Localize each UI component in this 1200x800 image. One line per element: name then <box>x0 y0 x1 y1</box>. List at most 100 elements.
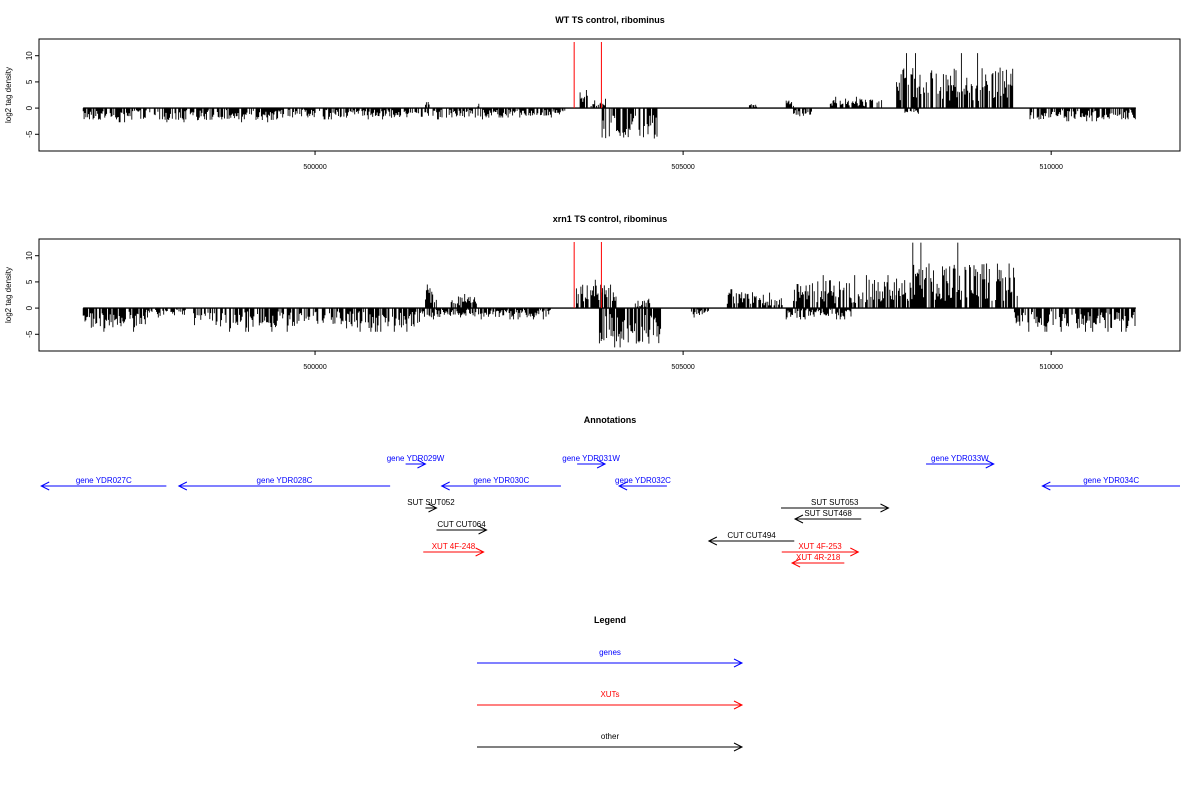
feature-arrow-head <box>985 459 995 469</box>
coverage-bar-group <box>145 308 186 318</box>
wt-coverage-panel: WT TS control, ribominus log2 tag densit… <box>4 15 1181 171</box>
x-tick-label: 500000 <box>303 164 326 171</box>
coverage-bar-group <box>896 53 1014 109</box>
xrn1-y-axis: -5 0 5 10 <box>25 251 39 338</box>
x-tick-label: 500000 <box>303 364 326 371</box>
feature-arrow-head <box>417 459 427 469</box>
feature-label: gene YDR031W <box>562 454 620 463</box>
feature-label: CUT CUT494 <box>727 531 776 540</box>
coverage-bar-group <box>829 96 883 109</box>
x-tick-label: 505000 <box>671 364 694 371</box>
y-tick-label: -5 <box>25 330 34 338</box>
coverage-bar-group <box>82 108 279 123</box>
y-tick-label: 10 <box>25 251 34 260</box>
wt-plot-frame <box>38 38 1181 152</box>
feature-label: gene YDR028C <box>257 476 313 485</box>
coverage-bar-group <box>421 308 551 320</box>
feature-label: SUT SUT053 <box>811 498 859 507</box>
feature-arrow-head <box>596 459 607 469</box>
coverage-bar-group <box>904 108 919 114</box>
wt-coverage-bars <box>82 42 1136 139</box>
xrn1-x-axis: 500000 505000 510000 <box>303 351 1063 371</box>
annotations-panel: Annotations gene YDR027C gene YDR028Cgene… <box>40 415 1180 568</box>
annotation-features: gene YDR027C gene YDR028C gene YDR029W gene… <box>40 454 1180 568</box>
feature-label: SUT SUT052 <box>407 498 455 507</box>
coverage-bar-group <box>793 275 897 309</box>
feature-arrow-head <box>707 536 718 546</box>
legend-entry-label: other <box>601 732 620 741</box>
legend-title: Legend <box>594 615 626 625</box>
coverage-bar-group <box>450 294 477 309</box>
legend-arrow-head <box>733 658 744 668</box>
xrn1-coverage-bars <box>82 242 1136 348</box>
feature-label: gene YDR034C <box>1083 476 1139 485</box>
feature-arrow-head <box>790 558 801 568</box>
y-tick-label: 5 <box>25 279 34 284</box>
feature-arrow-head <box>475 547 485 557</box>
y-tick-label: 5 <box>25 79 34 84</box>
feature-label: gene YDR029W <box>387 454 445 463</box>
coverage-bar-group <box>690 308 709 318</box>
coverage-bar-group <box>726 289 783 309</box>
feature-label: XUT 4F-253 <box>798 542 842 551</box>
feature-label: gene YDR032C <box>615 476 671 485</box>
feature-label: CUT CUT064 <box>437 520 486 529</box>
y-tick-label: -5 <box>25 130 34 138</box>
xrn1-y-axis-label: log2 tag density <box>4 267 13 323</box>
coverage-bar-group <box>896 242 1018 309</box>
wt-y-axis-label: log2 tag density <box>4 67 13 123</box>
feature-arrow-head <box>177 481 188 491</box>
feature-label: XUT 4F-248 <box>432 542 476 551</box>
wt-y-axis: -5 0 5 10 <box>25 51 39 138</box>
feature-arrow-head <box>850 547 860 557</box>
feature-label: gene YDR027C <box>76 476 132 485</box>
feature-arrow-head <box>440 481 450 491</box>
coverage-bar-group <box>590 98 606 109</box>
legend-entries: genes XUTs other <box>477 648 744 752</box>
coverage-bar-group <box>425 284 437 309</box>
y-tick-label: 0 <box>25 105 34 110</box>
feature-arrow-head <box>1041 481 1051 491</box>
wt-panel-title: WT TS control, ribominus <box>555 15 665 25</box>
coverage-bar-group <box>193 308 421 332</box>
x-tick-label: 510000 <box>1039 164 1062 171</box>
coverage-bar-group <box>601 108 658 139</box>
coverage-bar-group <box>793 108 812 117</box>
y-tick-label: 10 <box>25 51 34 60</box>
coverage-bar-group <box>82 308 146 332</box>
feature-arrow-head <box>40 481 50 491</box>
feature-label: XUT 4R-218 <box>796 553 841 562</box>
legend-entry-label: genes <box>599 648 621 657</box>
legend-panel: Legend genes XUTs other <box>477 615 744 752</box>
coverage-bar-group <box>425 102 430 109</box>
feature-label: gene YDR033W <box>931 454 989 463</box>
coverage-bar-group <box>785 308 852 320</box>
feature-label: gene YDR030C <box>473 476 529 485</box>
coverage-bar-group <box>277 108 499 120</box>
coverage-bar-group <box>1029 108 1136 122</box>
coverage-bar-group <box>785 100 794 109</box>
coverage-bar-group <box>1013 308 1136 332</box>
legend-arrow-head <box>733 700 744 710</box>
feature-arrow-head <box>793 514 804 524</box>
xrn1-plot-frame <box>38 238 1181 352</box>
wt-x-axis: 500000 505000 510000 <box>303 151 1063 171</box>
x-tick-label: 510000 <box>1039 364 1062 371</box>
coverage-bar-group <box>598 308 662 348</box>
feature-label: SUT SUT468 <box>804 509 852 518</box>
feature-arrow-head <box>478 525 488 535</box>
annotations-title: Annotations <box>584 415 637 425</box>
feature-arrow-head <box>880 503 890 513</box>
feature-arrow-head <box>428 503 438 513</box>
coverage-bar-group <box>579 90 588 109</box>
legend-entry-label: XUTs <box>600 690 619 699</box>
legend-arrow-head <box>733 742 744 752</box>
coverage-bar-group <box>498 108 566 118</box>
y-tick-label: 0 <box>25 305 34 310</box>
xrn1-panel-title: xrn1 TS control, ribominus <box>553 214 668 224</box>
x-tick-label: 505000 <box>671 164 694 171</box>
coverage-bar-group <box>575 279 617 309</box>
xrn1-coverage-panel: xrn1 TS control, ribominus log2 tag dens… <box>4 214 1181 371</box>
